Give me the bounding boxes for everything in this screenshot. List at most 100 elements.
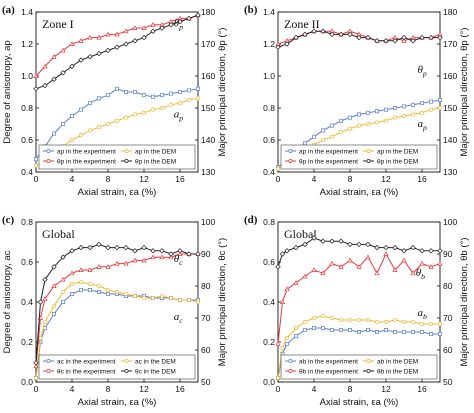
series-3 bbox=[33, 241, 201, 366]
data-point bbox=[330, 328, 334, 332]
data-point bbox=[356, 264, 362, 269]
data-point bbox=[348, 115, 352, 120]
data-point bbox=[347, 257, 353, 263]
data-point bbox=[279, 251, 286, 257]
data-point bbox=[123, 260, 129, 266]
y-left-tick-label: 0.8 bbox=[21, 217, 33, 227]
data-point bbox=[419, 110, 425, 115]
data-point bbox=[329, 315, 335, 321]
data-point bbox=[169, 91, 173, 96]
data-point bbox=[275, 264, 281, 270]
data-point bbox=[114, 31, 120, 37]
data-point bbox=[321, 128, 325, 133]
x-tick-label: 16 bbox=[175, 174, 185, 184]
data-point bbox=[374, 244, 380, 251]
data-point bbox=[87, 267, 93, 272]
data-point bbox=[78, 133, 84, 138]
data-point bbox=[96, 34, 102, 40]
data-point bbox=[401, 248, 407, 254]
x-tick-label: 4 bbox=[70, 174, 75, 184]
data-point bbox=[87, 34, 93, 40]
legend-swatch-marker bbox=[288, 369, 293, 373]
legend-swatch-marker bbox=[124, 159, 129, 163]
zone-label: Global bbox=[284, 227, 317, 241]
data-point bbox=[87, 244, 93, 251]
y-left-tick-label: 1.0 bbox=[21, 71, 33, 81]
curve-annotation: ap bbox=[418, 118, 428, 132]
x-tick-label: 16 bbox=[175, 384, 185, 394]
data-point bbox=[438, 98, 442, 102]
legend-entry: ab in the experiment bbox=[299, 359, 358, 366]
legend-swatch-marker bbox=[46, 359, 51, 363]
data-point bbox=[33, 163, 39, 168]
data-point bbox=[356, 34, 362, 41]
y-right-tick-label: 140 bbox=[443, 135, 457, 145]
data-point bbox=[392, 267, 398, 272]
y-left-tick-label: 1.4 bbox=[21, 7, 33, 17]
data-point bbox=[88, 288, 92, 292]
data-point bbox=[365, 121, 371, 127]
curve-annotation: θc bbox=[174, 253, 183, 267]
data-point bbox=[78, 267, 84, 272]
series-2 bbox=[275, 251, 443, 346]
data-point bbox=[105, 47, 111, 54]
data-point bbox=[374, 38, 380, 44]
data-point bbox=[123, 28, 129, 34]
data-point bbox=[114, 289, 120, 295]
y-left-tick-label: 0.2 bbox=[21, 337, 33, 347]
data-point bbox=[401, 38, 407, 43]
data-point bbox=[150, 28, 156, 34]
data-point bbox=[195, 12, 201, 18]
data-point bbox=[79, 288, 83, 292]
data-point bbox=[365, 34, 371, 41]
x-axis-title: Axial strain, εa (%) bbox=[78, 187, 157, 198]
data-point bbox=[178, 90, 182, 94]
y-right-tick-label: 170 bbox=[201, 39, 215, 49]
legend: ab in the experiment ab in the DEM θb in t… bbox=[280, 354, 438, 380]
data-point bbox=[419, 260, 425, 266]
y-right-tick-label: 90 bbox=[443, 249, 453, 259]
x-tick-label: 8 bbox=[106, 384, 111, 394]
data-point bbox=[196, 86, 200, 91]
data-point bbox=[33, 363, 39, 368]
data-point bbox=[51, 76, 57, 82]
data-point bbox=[132, 248, 138, 254]
data-point bbox=[142, 93, 146, 98]
data-point bbox=[329, 238, 335, 244]
legend-box bbox=[280, 354, 438, 380]
x-tick-label: 8 bbox=[348, 384, 353, 394]
data-point bbox=[105, 264, 111, 269]
data-point bbox=[151, 94, 155, 99]
series-0 bbox=[34, 86, 200, 162]
data-point bbox=[428, 107, 434, 112]
data-point bbox=[312, 326, 316, 330]
x-tick-label: 4 bbox=[312, 384, 317, 394]
data-point bbox=[186, 297, 192, 303]
data-point bbox=[347, 31, 353, 38]
data-point bbox=[419, 34, 425, 41]
legend-swatch-marker bbox=[366, 159, 371, 163]
data-point bbox=[33, 73, 39, 78]
data-point bbox=[365, 317, 371, 323]
data-point bbox=[330, 123, 334, 128]
legend-swatch-marker bbox=[366, 359, 371, 363]
data-point bbox=[33, 360, 39, 366]
data-point bbox=[275, 166, 281, 171]
x-tick-label: 16 bbox=[417, 384, 427, 394]
data-point bbox=[42, 63, 48, 69]
data-point bbox=[105, 121, 111, 127]
data-point bbox=[428, 321, 434, 327]
x-tick-label: 12 bbox=[381, 174, 391, 184]
data-point bbox=[61, 122, 65, 126]
y-right-tick-label: 150 bbox=[443, 103, 457, 113]
data-point bbox=[356, 123, 362, 128]
x-tick-label: 0 bbox=[276, 174, 281, 184]
data-point bbox=[70, 114, 74, 118]
data-point bbox=[347, 317, 353, 323]
data-point bbox=[383, 319, 389, 325]
data-point bbox=[338, 317, 344, 323]
series-3 bbox=[275, 235, 443, 270]
data-point bbox=[88, 101, 92, 106]
data-point bbox=[177, 101, 183, 106]
data-point bbox=[293, 280, 299, 285]
